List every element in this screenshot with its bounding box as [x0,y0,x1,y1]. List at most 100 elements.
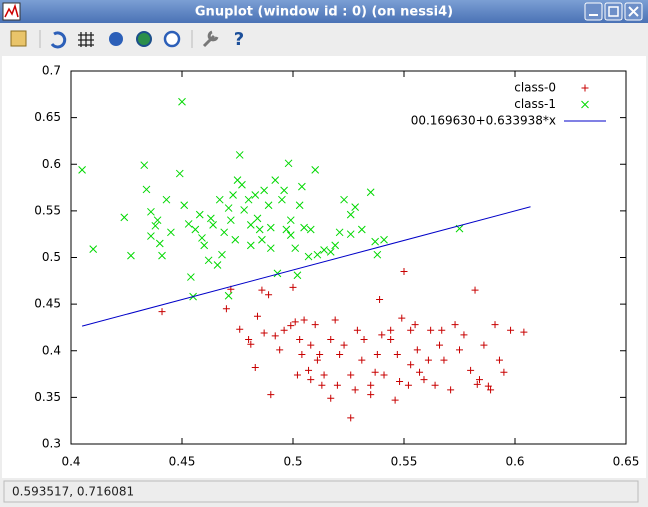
legend-swatch [581,100,589,109]
data-point [398,314,406,322]
data-point [224,204,233,212]
data-point [155,239,164,248]
data-point [387,336,395,344]
data-point [358,356,366,364]
data-point [320,371,328,379]
data-point [153,216,162,225]
next-zoom-button[interactable] [136,31,152,47]
data-point [178,97,186,106]
data-point [336,350,344,358]
y-tick-label: 0.5 [42,250,61,264]
data-point [236,325,244,333]
data-point [167,228,175,237]
data-point [204,256,213,265]
data-point [287,322,295,330]
data-point [460,331,468,339]
data-point [487,386,495,394]
data-point [495,356,503,364]
data-point [158,251,166,260]
data-point [371,237,379,246]
data-point [298,182,306,191]
data-point [295,201,304,210]
replot-button[interactable] [50,31,67,49]
data-point [207,214,215,223]
data-point [376,295,384,303]
data-point [380,371,388,379]
data-point [378,331,386,339]
window-title: Gnuplot (window id : 0) (on nessi4) [195,5,453,20]
data-point [346,230,355,239]
data-point [335,228,344,237]
data-point [373,250,382,259]
data-point [258,286,266,294]
data-point [331,316,339,324]
data-point [251,364,259,372]
data-point [387,326,395,334]
help-button[interactable]: ? [234,29,244,50]
y-tick-label: 0.55 [34,203,61,217]
data-point [307,341,315,349]
toolbar [0,23,648,56]
data-point [360,336,368,344]
maximize-button[interactable] [604,2,623,21]
data-point [367,381,375,389]
data-point [296,336,304,344]
data-point [500,368,508,376]
grid-button[interactable] [78,32,94,47]
toolbar-buttons: ? [10,29,244,50]
y-tick-label: 0.4 [42,343,61,357]
data-point [244,195,253,204]
data-point [213,261,222,269]
data-point [260,329,268,337]
data-point [318,381,326,389]
data-point [253,312,261,320]
data-point [231,235,240,244]
data-point [331,241,340,250]
x-tick-label: 0.5 [283,455,302,469]
data-point [127,251,135,260]
data-point [278,195,286,204]
status-frame [3,480,639,503]
data-point [284,159,293,168]
plot-canvas [2,56,646,478]
data-point [316,350,324,358]
x-tick-label: 0.4 [61,455,80,469]
data-point [438,326,446,334]
data-point [306,225,315,234]
data-point [180,201,189,210]
data-point [258,235,266,244]
app-icon[interactable] [2,2,21,21]
settings-button[interactable] [202,30,219,48]
data-point [245,336,253,344]
legend-label: class-1 [514,97,556,111]
y-tick-label: 0.3 [42,437,61,451]
data-point [282,225,291,234]
data-point [298,350,306,358]
data-point [195,210,204,219]
data-point [431,381,439,389]
copy-clipboard-button[interactable] [10,30,27,47]
status-text: 0.593517, 0.716081 [12,485,134,499]
data-point [366,188,375,197]
legend-swatch [581,84,589,92]
autoscale-button[interactable] [163,30,181,48]
data-point [333,381,341,389]
data-point [265,291,273,299]
data-point [520,328,528,336]
data-point [267,391,275,399]
y-tick-label: 0.65 [34,110,61,124]
data-point [447,386,455,394]
minimize-button[interactable] [584,2,603,21]
legend-label: class-0 [514,81,556,95]
data-point [286,231,295,239]
data-point [289,283,297,291]
data-point [271,332,279,340]
maximize-glyph [608,6,619,17]
data-point [347,371,355,379]
data-point [209,221,217,229]
data-point [291,244,300,253]
data-point [305,366,313,374]
previous-zoom-button[interactable] [109,32,123,46]
data-point [246,241,255,250]
data-point [311,321,319,329]
